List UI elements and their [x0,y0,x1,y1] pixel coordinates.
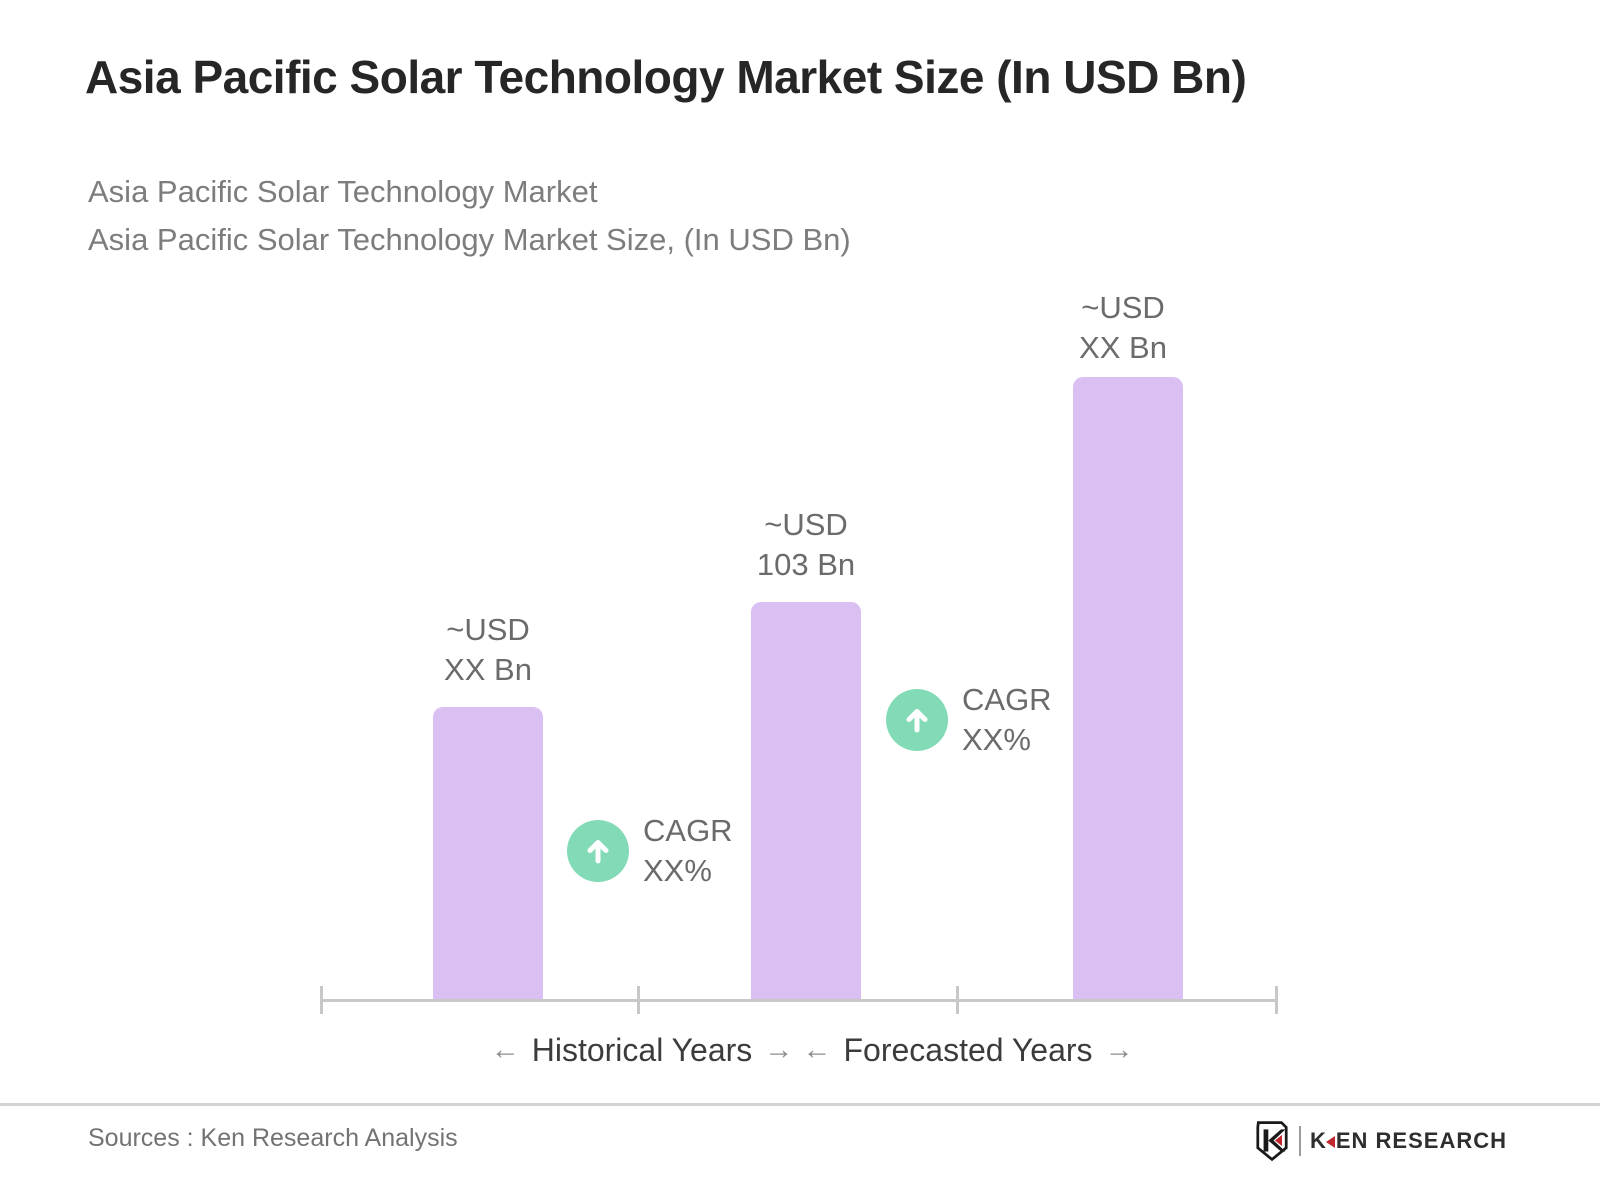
x-axis-tick [637,986,640,1014]
logo-wordmark: K EN RESEARCH [1310,1128,1507,1154]
cagr-badge-2: CAGR XX% [886,680,1052,760]
bar-value-line-1: ~USD [446,612,530,647]
cagr-label: CAGR XX% [643,811,733,891]
axis-label-forecasted-years: ← Forecasted Years → [802,1032,1133,1069]
arrow-left-icon: ← [490,1034,520,1066]
axis-label-text: Historical Years [531,1032,753,1068]
bar-value-line-2: 103 Bn [756,547,856,582]
axis-label-historical-years: ← Historical Years → [491,1032,794,1069]
cagr-line-2: XX% [643,853,712,888]
bar-value-label: ~USD XX Bn [378,610,598,690]
bar-value-line-2: XX Bn [1079,330,1167,365]
bar-historical [433,707,543,1000]
x-axis-tick [1275,986,1278,1014]
arrow-right-icon: → [1104,1034,1134,1066]
axis-label-text: Forecasted Years [843,1032,1093,1068]
bar-value-line-2: XX Bn [444,652,532,687]
subtitle-line-1: Asia Pacific Solar Technology Market [88,174,598,209]
x-axis-line [320,999,1278,1002]
arrow-left-icon: ← [802,1034,832,1066]
bar-value-line-1: ~USD [764,507,848,542]
arrow-up-icon [906,709,928,733]
source-note: Sources : Ken Research Analysis [88,1124,458,1152]
cagr-line-2: XX% [962,722,1031,757]
subtitle-line-2: Asia Pacific Solar Technology Market Siz… [88,222,851,257]
logo-k: K [1309,1128,1327,1153]
chart-subtitle: Asia Pacific Solar Technology Market Asi… [88,168,851,264]
logo-red-triangle-icon [1325,1136,1335,1148]
logo-separator [1298,1126,1301,1156]
page-title: Asia Pacific Solar Technology Market Siz… [85,51,1247,103]
bar-value-label: ~USD XX Bn [1013,288,1233,368]
x-axis-tick [320,986,323,1014]
logo-rest: EN RESEARCH [1335,1128,1507,1153]
arrow-up-icon [587,840,609,864]
x-axis-tick [956,986,959,1014]
ken-research-logo: K EN RESEARCH [1254,1120,1507,1162]
cagr-label: CAGR XX% [962,680,1052,760]
cagr-badge-1: CAGR XX% [567,811,733,891]
cagr-line-1: CAGR [962,682,1052,717]
bar-value-label: ~USD 103 Bn [696,505,916,585]
footer-divider [0,1103,1600,1106]
arrow-right-icon: → [764,1034,794,1066]
bar-value-line-1: ~USD [1081,290,1165,325]
bar-mid [751,602,861,1000]
ken-research-emblem-icon [1256,1121,1288,1161]
cagr-circle [886,689,948,751]
bar-forecast [1073,377,1183,1000]
cagr-line-1: CAGR [643,813,733,848]
cagr-circle [567,820,629,882]
